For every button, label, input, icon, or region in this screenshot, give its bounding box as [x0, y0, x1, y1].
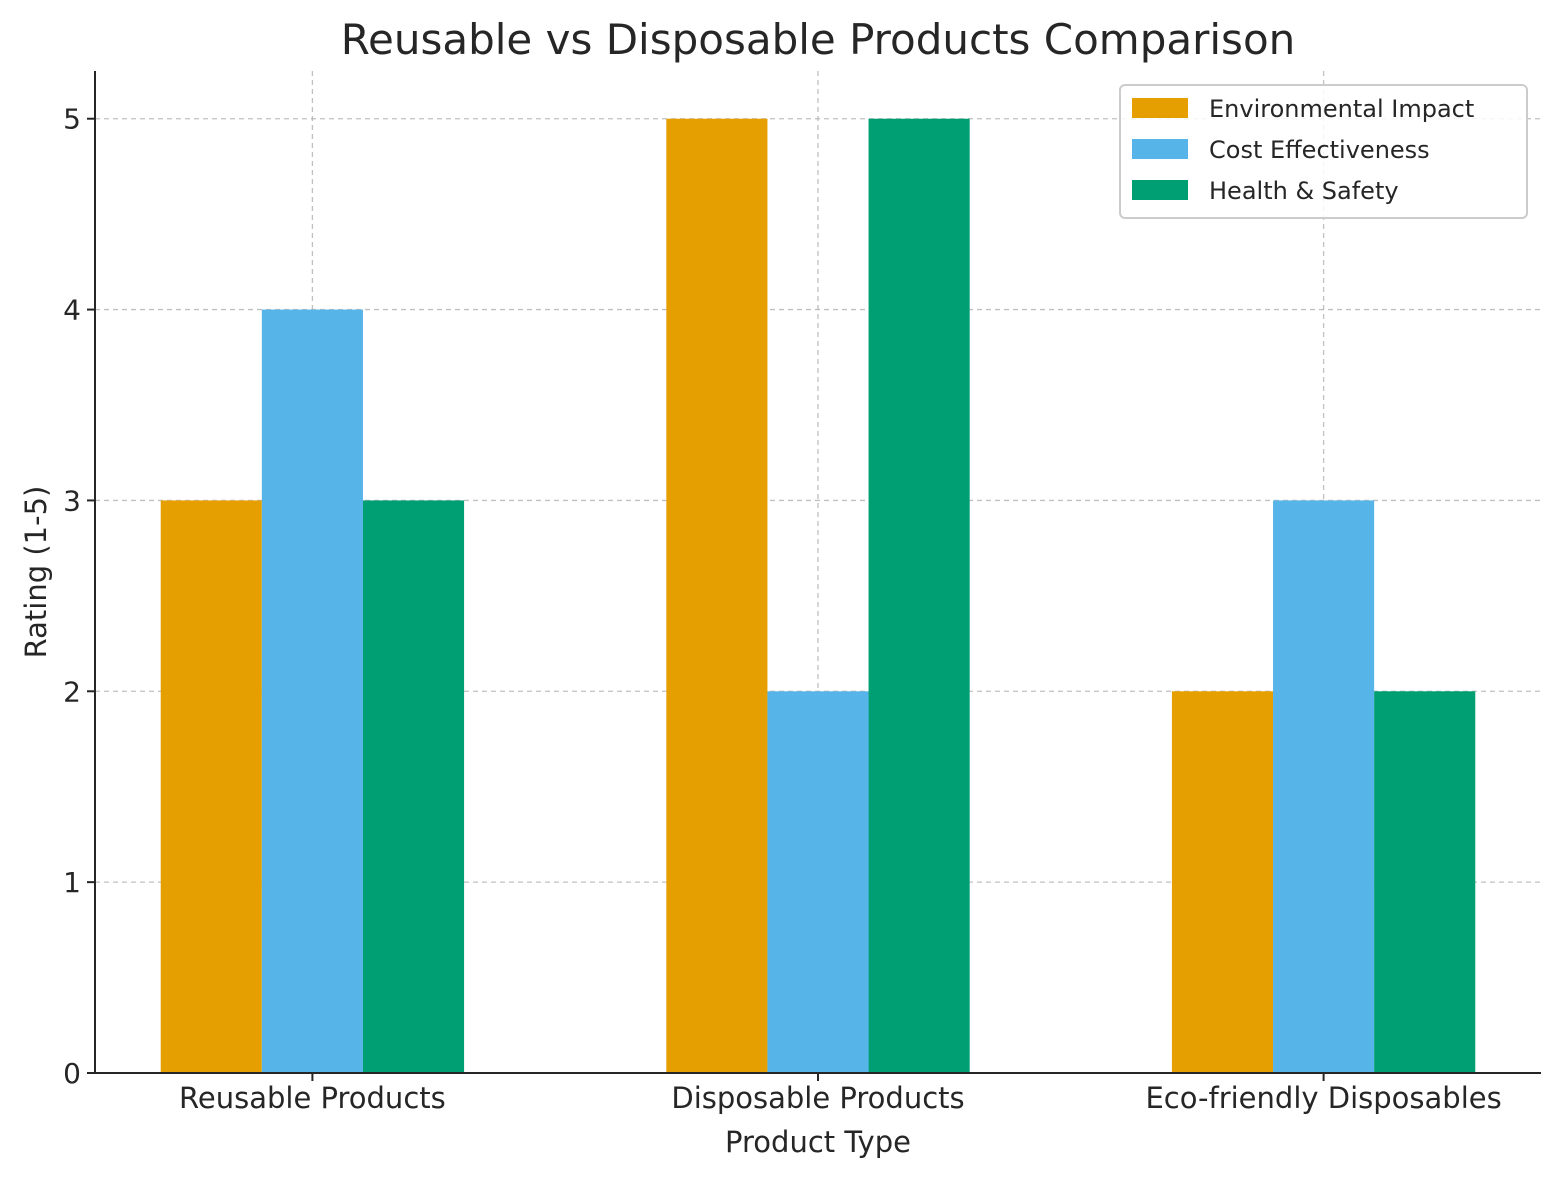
y-tick-label: 5: [63, 103, 81, 136]
chart-title: Reusable vs Disposable Products Comparis…: [341, 15, 1296, 64]
bar-environmental-impact-0: [160, 500, 262, 1073]
y-ticks: 0 1 2 3 4 5: [63, 103, 95, 1090]
bar-health-safety-2: [1374, 691, 1476, 1073]
legend-swatch: [1132, 139, 1188, 159]
bar-cost-effectiveness-0: [261, 309, 363, 1074]
y-tick-label: 3: [63, 484, 81, 517]
x-tick-label: Eco-friendly Disposables: [1145, 1081, 1501, 1115]
y-tick-label: 2: [63, 675, 81, 708]
x-tick-label: Reusable Products: [179, 1081, 446, 1115]
legend-swatch: [1132, 180, 1188, 200]
y-axis-label: Rating (1-5): [19, 486, 53, 659]
legend-frame: [1119, 84, 1528, 219]
bar-health-safety-0: [362, 500, 465, 1073]
bar-health-safety-1: [868, 118, 970, 1073]
bar-environmental-impact-2: [1171, 691, 1274, 1073]
y-tick-label: 0: [63, 1057, 81, 1090]
y-tick-label: 1: [63, 866, 81, 899]
bar-cost-effectiveness-1: [767, 691, 869, 1073]
bar-environmental-impact-1: [666, 118, 768, 1073]
bar-cost-effectiveness-2: [1273, 500, 1375, 1073]
x-ticks: Reusable Products Disposable Products Eco-…: [179, 1073, 1502, 1115]
y-tick-label: 4: [63, 294, 81, 327]
x-tick-label: Disposable Products: [671, 1081, 964, 1115]
bars: [160, 118, 1476, 1074]
legend: Environmental Impact Cost Effectiveness He…: [1119, 84, 1528, 219]
legend-label: Health & Safety: [1209, 177, 1399, 205]
legend-label: Cost Effectiveness: [1209, 136, 1430, 164]
legend-swatch: [1132, 98, 1188, 118]
x-axis-label: Product Type: [725, 1125, 911, 1159]
legend-label: Environmental Impact: [1209, 95, 1474, 123]
